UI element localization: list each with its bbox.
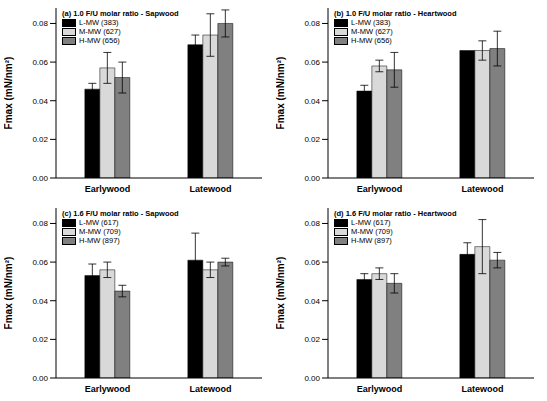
svg-text:0.06: 0.06 [32,58,48,67]
svg-text:0.00: 0.00 [32,174,48,183]
html-text:M-MW (709): M-MW (709) [351,227,393,236]
html-text:(b) 1.0 F/U molar ratio - Hear: (b) 1.0 F/U molar ratio - Heartwood [334,9,457,18]
svg-text:0.04: 0.04 [32,97,48,106]
svg-text:0.06: 0.06 [304,258,320,267]
svg-text:Latewood: Latewood [462,384,504,394]
svg-text:Fmax (mN/nm²): Fmax (mN/nm²) [8,57,14,130]
html-text:H-MW (897): H-MW (897) [79,236,120,245]
svg-text:0.02: 0.02 [304,335,320,344]
html-text:M-MW (627): M-MW (627) [79,27,121,36]
svg-text:0.00: 0.00 [32,374,48,383]
svg-text:0.04: 0.04 [32,297,48,306]
html-text:M-MW (627): M-MW (627) [351,27,393,36]
svg-text:Earlywood: Earlywood [357,184,403,194]
svg-text:0.00: 0.00 [304,374,320,383]
html-text:(d) 1.6 F/U molar ratio - Hear: (d) 1.6 F/U molar ratio - Heartwood [334,209,457,218]
svg-text:0.02: 0.02 [304,135,320,144]
html-text:L-MW (617): L-MW (617) [351,218,391,227]
svg-text:0.06: 0.06 [32,258,48,267]
svg-text:Fmax (mN/nm²): Fmax (mN/nm²) [8,257,14,330]
svg-text:Latewood: Latewood [190,384,232,394]
svg-text:Fmax (mN/nm²): Fmax (mN/nm²) [276,57,286,130]
svg-text:0.04: 0.04 [304,297,320,306]
svg-text:Earlywood: Earlywood [357,384,403,394]
svg-text:Fmax (mN/nm²): Fmax (mN/nm²) [276,257,286,330]
svg-text:0.04: 0.04 [304,97,320,106]
html-text:M-MW (709): M-MW (709) [79,227,121,236]
html-text:H-MW (656): H-MW (656) [79,36,120,45]
svg-text:0.08: 0.08 [32,19,48,28]
html-text:(a) 1.0 F/U molar ratio - Sapw: (a) 1.0 F/U molar ratio - Sapwood [62,9,179,18]
svg-text:Earlywood: Earlywood [85,184,131,194]
svg-text:Latewood: Latewood [190,184,232,194]
svg-text:0.08: 0.08 [304,219,320,228]
html-text:(c) 1.6 F/U molar ratio - Sapw: (c) 1.6 F/U molar ratio - Sapwood [62,209,179,218]
html-text:L-MW (617): L-MW (617) [79,218,119,227]
svg-text:0.02: 0.02 [32,135,48,144]
html-text:L-MW (383): L-MW (383) [351,18,391,27]
svg-text:0.08: 0.08 [304,19,320,28]
svg-text:0.00: 0.00 [304,174,320,183]
svg-text:Latewood: Latewood [462,184,504,194]
html-text:H-MW (897): H-MW (897) [351,236,392,245]
svg-text:0.02: 0.02 [32,335,48,344]
svg-text:0.08: 0.08 [32,219,48,228]
svg-text:Earlywood: Earlywood [85,384,131,394]
html-text:H-MW (656): H-MW (656) [351,36,392,45]
svg-text:0.06: 0.06 [304,58,320,67]
html-text:L-MW (383): L-MW (383) [79,18,119,27]
